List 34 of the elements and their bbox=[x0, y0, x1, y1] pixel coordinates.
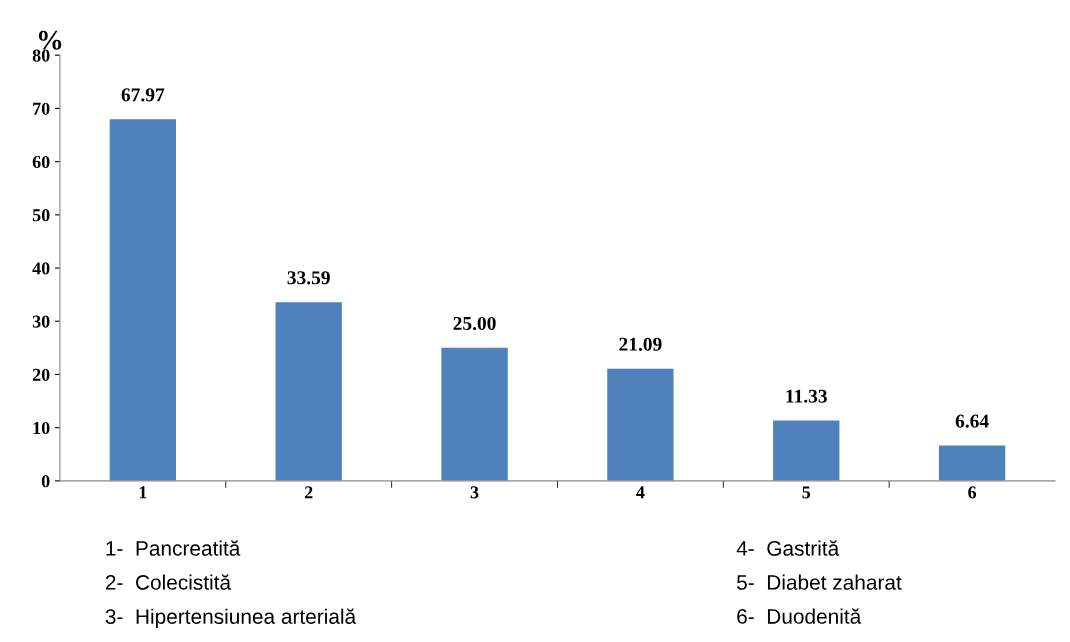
y-axis-title: % bbox=[38, 30, 62, 50]
y-tick-label: 80 bbox=[32, 49, 50, 62]
y-tick-label: 70 bbox=[33, 102, 50, 115]
bar bbox=[938, 445, 1006, 481]
x-tick-label: 6 bbox=[968, 486, 977, 499]
data-label: 67.97 bbox=[121, 88, 165, 102]
data-label: 25.00 bbox=[453, 316, 496, 331]
text: 3- Hipertensiunea arterială bbox=[105, 608, 357, 629]
bar bbox=[441, 347, 508, 481]
bar bbox=[275, 302, 342, 481]
x-tick-label: 2 bbox=[304, 486, 313, 499]
y-tick-label: 50 bbox=[32, 209, 50, 222]
y-tick-label: 40 bbox=[32, 262, 50, 275]
x-tick-label: 1 bbox=[139, 486, 147, 499]
bar bbox=[773, 420, 840, 481]
y-tick-label: 60 bbox=[32, 155, 50, 169]
text: 4- Gastrită bbox=[736, 540, 840, 556]
y-tick-label: 10 bbox=[33, 421, 50, 435]
y-tick-label: 20 bbox=[32, 368, 50, 381]
x-tick-label: 5 bbox=[802, 486, 811, 499]
x-tick-label: 4 bbox=[636, 486, 645, 499]
text: 1- Pancreatită bbox=[106, 540, 241, 556]
y-tick-label: 0 bbox=[41, 475, 50, 488]
bar bbox=[109, 119, 177, 481]
text: 2- Colecistită bbox=[105, 574, 232, 590]
bar bbox=[607, 368, 674, 481]
text: 5- Diabet zaharat bbox=[736, 574, 902, 590]
data-label: 11.33 bbox=[786, 389, 827, 403]
x-tick-label: 3 bbox=[470, 486, 479, 499]
y-tick-label: 30 bbox=[32, 315, 50, 328]
data-label: 6.64 bbox=[955, 414, 989, 428]
text: 6- Duodenită bbox=[737, 608, 862, 624]
data-label: 33.59 bbox=[287, 271, 330, 285]
data-label: 21.09 bbox=[619, 337, 662, 351]
